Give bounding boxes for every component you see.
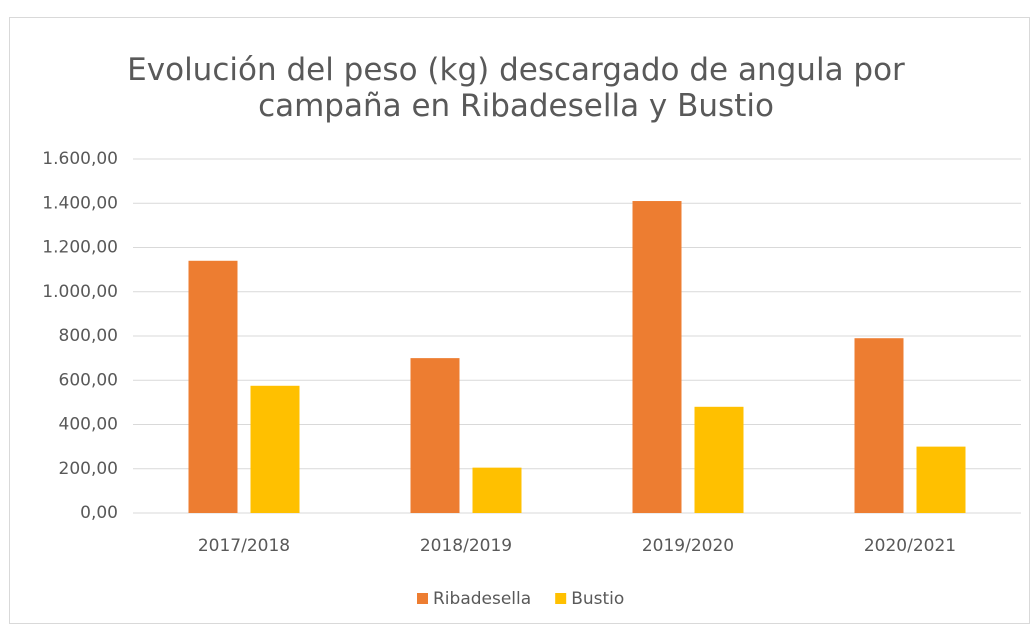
x-tick-label: 2020/2021 <box>864 536 956 556</box>
y-tick-label: 400,00 <box>59 415 118 435</box>
x-tick-label: 2017/2018 <box>198 536 290 556</box>
y-tick-label: 1.600,00 <box>42 149 118 169</box>
bar <box>694 406 744 513</box>
x-tick-label: 2018/2019 <box>420 536 512 556</box>
x-tick-label: 2019/2020 <box>642 536 734 556</box>
y-tick-label: 1.400,00 <box>42 193 118 213</box>
y-tick-label: 0,00 <box>80 503 118 523</box>
bar <box>188 260 238 513</box>
y-tick-label: 1.200,00 <box>42 238 118 258</box>
legend-label: Ribadesella <box>433 589 531 609</box>
y-tick-label: 800,00 <box>59 326 118 346</box>
y-tick-label: 200,00 <box>59 459 118 479</box>
legend-swatch <box>555 593 567 604</box>
y-tick-label: 600,00 <box>59 370 118 390</box>
legend-label: Bustio <box>571 589 624 609</box>
chart-border <box>9 17 1030 624</box>
bar <box>410 358 460 513</box>
bar <box>854 338 904 513</box>
bar <box>472 467 522 513</box>
chart-title: Evolución del peso (kg) descargado de an… <box>127 52 905 124</box>
legend-swatch <box>417 593 428 604</box>
bar <box>250 385 300 513</box>
bar <box>632 201 682 513</box>
bar <box>916 446 966 513</box>
y-tick-label: 1.000,00 <box>42 282 118 302</box>
